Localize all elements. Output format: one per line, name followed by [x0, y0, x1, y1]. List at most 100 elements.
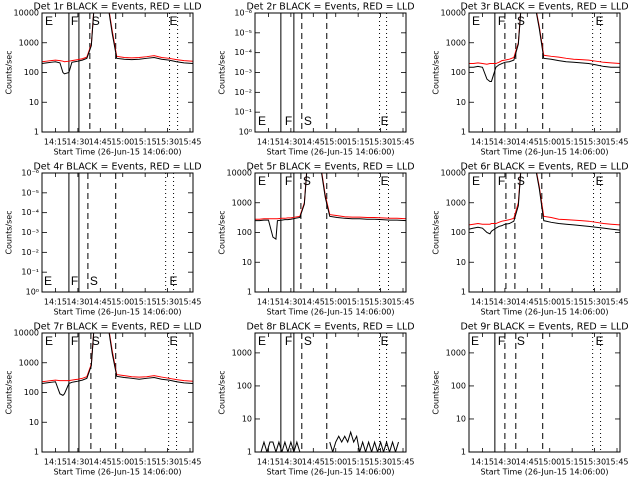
- y-tick-label: 10: [456, 258, 466, 267]
- y-axis-label: Counts/sec: [5, 210, 14, 254]
- x-tick-label: 14:15: [257, 138, 280, 147]
- event-label: S: [517, 334, 525, 348]
- event-label: S: [90, 274, 98, 288]
- x-tick-label: 15:15: [347, 138, 370, 147]
- x-tick-label: 14:30: [66, 458, 89, 467]
- y-tick-label: 10000: [227, 169, 252, 178]
- y-tick-label: 10⁻⁶: [234, 9, 252, 18]
- y-tick-label: 10⁻²: [234, 88, 252, 97]
- chart-title: Det 5r BLACK = Events, RED = LLD: [246, 162, 414, 173]
- y-tick-label: 100: [237, 228, 252, 237]
- event-label: E: [381, 334, 389, 348]
- plot-frame: [254, 12, 407, 133]
- data-line: [42, 333, 193, 383]
- x-tick-label: 15:00: [538, 298, 561, 307]
- event-label: E: [170, 14, 178, 28]
- y-axis-label: Counts/sec: [218, 370, 227, 414]
- y-tick-label: 10⁰: [26, 288, 39, 297]
- x-tick-label: 15:45: [178, 298, 201, 307]
- event-label: E: [596, 334, 604, 348]
- y-tick-label: 10⁻⁴: [21, 208, 39, 217]
- event-label: F: [498, 334, 505, 348]
- data-line: [42, 13, 193, 75]
- y-tick-label: 100: [24, 68, 39, 77]
- plot-area: [42, 333, 193, 452]
- x-tick-label: 15:15: [561, 298, 584, 307]
- y-tick-label: 10⁻⁵: [21, 188, 39, 197]
- plot-area: [255, 173, 406, 292]
- chart-title: Det 7r BLACK = Events, RED = LLD: [33, 322, 201, 333]
- x-tick-label: 14:15: [257, 458, 280, 467]
- chart-title: Det 4r BLACK = Events, RED = LLD: [33, 162, 201, 173]
- x-axis-label: Start Time (26-Jun-15 14:06:00): [481, 148, 609, 157]
- x-tick-label: 14:45: [89, 138, 112, 147]
- y-tick-label: 1: [247, 448, 252, 457]
- x-tick-label: 14:45: [516, 138, 539, 147]
- panel: Det 5r BLACK = Events, RED = LLD Counts/s…: [218, 162, 415, 317]
- event-label: F: [71, 334, 78, 348]
- event-label: F: [498, 14, 505, 28]
- data-line: [42, 333, 193, 396]
- x-tick-label: 15:00: [111, 458, 134, 467]
- x-tick-label: 15:45: [391, 298, 414, 307]
- y-axis-label: Counts/sec: [432, 210, 441, 254]
- event-label: S: [303, 174, 311, 188]
- x-tick-label: 15:30: [583, 138, 606, 147]
- x-axis-label: Start Time (26-Jun-15 14:06:00): [267, 148, 395, 157]
- x-axis-label: Start Time (26-Jun-15 14:06:00): [267, 308, 395, 317]
- panel: Det 3r BLACK = Events, RED = LLD Counts/s…: [432, 2, 629, 157]
- x-tick-label: 15:30: [583, 458, 606, 467]
- y-tick-label: 1: [461, 448, 466, 457]
- y-tick-label: 10⁻⁴: [234, 48, 252, 57]
- x-tick-label: 15:45: [391, 458, 414, 467]
- y-tick-label: 10⁻¹: [21, 268, 39, 277]
- plot-area: [260, 333, 399, 452]
- x-tick-label: 15:30: [369, 138, 392, 147]
- y-tick-label: 10: [242, 414, 252, 423]
- y-tick-label: 100: [451, 381, 466, 390]
- event-label: E: [596, 174, 604, 188]
- panel: Det 1r BLACK = Events, RED = LLD Counts/s…: [5, 2, 202, 157]
- x-tick-label: 15:15: [561, 138, 584, 147]
- event-label: E: [381, 174, 389, 188]
- panel: Det 7r BLACK = Events, RED = LLD Counts/s…: [5, 322, 202, 477]
- x-tick-label: 14:15: [44, 458, 67, 467]
- plot-frame: [468, 12, 621, 133]
- event-label: S: [304, 334, 312, 348]
- y-tick-label: 10⁻⁵: [234, 28, 252, 37]
- plot-area: [280, 13, 388, 132]
- y-tick-label: 1000: [232, 348, 252, 357]
- y-tick-label: 1: [34, 448, 39, 457]
- y-tick-label: 1: [461, 128, 466, 137]
- y-axis-label: Counts/sec: [218, 50, 227, 94]
- data-line: [469, 13, 620, 65]
- chart-title: Det 1r BLACK = Events, RED = LLD: [33, 2, 201, 13]
- y-tick-label: 10⁻³: [234, 68, 252, 77]
- x-tick-label: 15:45: [605, 138, 628, 147]
- event-label: E: [45, 334, 53, 348]
- x-tick-label: 15:45: [178, 138, 201, 147]
- y-tick-label: 10: [456, 414, 466, 423]
- event-label: E: [45, 14, 53, 28]
- panel: Det 2r BLACK = Events, RED = LLD Counts/s…: [218, 2, 415, 157]
- x-tick-label: 14:15: [471, 138, 494, 147]
- x-axis-label: Start Time (26-Jun-15 14:06:00): [481, 468, 609, 477]
- x-axis-label: Start Time (26-Jun-15 14:06:00): [267, 468, 395, 477]
- y-tick-label: 1: [247, 288, 252, 297]
- plot-frame: [254, 172, 407, 293]
- panel: Det 8r BLACK = Events, RED = LLD Counts/s…: [218, 322, 415, 477]
- x-tick-label: 15:45: [391, 138, 414, 147]
- x-tick-label: 15:45: [178, 458, 201, 467]
- panel: Det 6r BLACK = Events, RED = LLD Counts/s…: [432, 162, 629, 317]
- data-line: [255, 173, 406, 220]
- y-tick-label: 10⁻²: [21, 248, 39, 257]
- event-label: E: [258, 114, 266, 128]
- y-axis-label: Counts/sec: [432, 370, 441, 414]
- event-label: E: [170, 274, 178, 288]
- event-label: F: [285, 114, 292, 128]
- x-tick-label: 14:15: [471, 298, 494, 307]
- x-tick-label: 14:45: [302, 138, 325, 147]
- event-label: E: [472, 174, 480, 188]
